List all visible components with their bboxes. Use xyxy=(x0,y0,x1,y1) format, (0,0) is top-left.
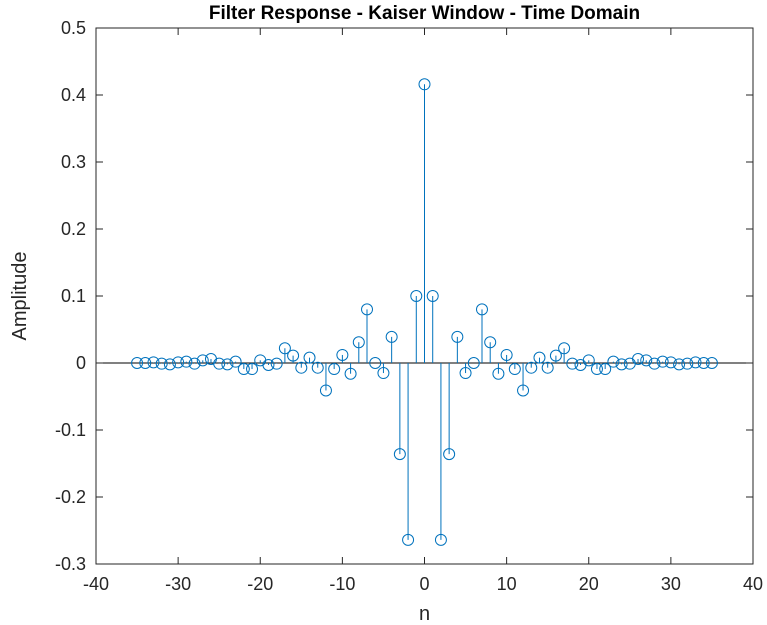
y-tick-label: 0.3 xyxy=(61,152,86,172)
stem-marker xyxy=(163,358,176,371)
stem-marker xyxy=(418,78,431,91)
stem-marker xyxy=(385,330,398,343)
y-tick-label: 0.1 xyxy=(61,286,86,306)
x-axis: -40 -30 -20 -10 0 10 20 30 40 xyxy=(83,28,763,594)
stem-marker xyxy=(369,357,382,369)
stem-marker xyxy=(270,357,283,370)
stem-marker xyxy=(131,357,144,369)
x-tick-label: 30 xyxy=(661,574,681,594)
y-axis: -0.3 -0.2 -0.1 0 0.1 0.2 0.3 0.4 0.5 xyxy=(55,18,753,574)
stem-marker xyxy=(196,354,209,367)
stem-marker xyxy=(328,363,341,376)
stem-marker xyxy=(640,354,653,367)
x-tick-label: -30 xyxy=(165,574,191,594)
stem-marker xyxy=(213,357,226,370)
stem-marker xyxy=(410,290,423,302)
stem-marker xyxy=(295,361,308,374)
y-tick-label: 0.5 xyxy=(61,18,86,38)
stem-marker xyxy=(492,367,505,380)
stem-marker xyxy=(319,384,332,397)
stem-marker xyxy=(689,356,702,369)
stem-marker xyxy=(525,361,538,374)
x-axis-label: n xyxy=(419,603,430,625)
stem-marker xyxy=(451,330,464,343)
stem-marker xyxy=(615,358,628,371)
x-tick-label: 40 xyxy=(743,574,763,594)
stem-marker xyxy=(697,357,710,369)
y-tick-label: 0 xyxy=(76,353,86,373)
stem-marker xyxy=(221,358,234,371)
x-tick-label: 0 xyxy=(419,574,429,594)
stem-marker xyxy=(549,349,562,362)
stem-marker xyxy=(582,354,595,367)
x-tick-label: -20 xyxy=(247,574,273,594)
chart-title: Filter Response - Kaiser Window - Time D… xyxy=(209,3,640,24)
y-tick-label: 0.4 xyxy=(61,85,86,105)
stem-marker xyxy=(303,351,316,364)
stem-marker xyxy=(393,448,406,461)
stem-marker xyxy=(311,361,324,374)
stem-marker xyxy=(558,342,571,355)
stems-layer xyxy=(152,84,697,540)
stem-marker xyxy=(500,348,513,361)
stem-marker xyxy=(377,367,390,380)
stem-marker xyxy=(705,357,718,369)
x-tick-label: -10 xyxy=(329,574,355,594)
stem-marker xyxy=(155,357,168,370)
stem-marker xyxy=(180,355,193,368)
stem-marker xyxy=(475,303,488,316)
y-tick-label: -0.2 xyxy=(55,487,86,507)
y-axis-label: Amplitude xyxy=(9,252,31,341)
stem-marker xyxy=(287,349,300,362)
stem-marker xyxy=(229,355,242,368)
stem-marker xyxy=(361,303,374,316)
stem-marker xyxy=(590,363,603,376)
stem-marker xyxy=(566,357,579,370)
stem-marker xyxy=(139,357,152,369)
stem-marker xyxy=(533,351,546,364)
stem-marker xyxy=(656,355,669,368)
stem-marker xyxy=(467,357,480,369)
x-tick-label: 20 xyxy=(579,574,599,594)
stem-marker xyxy=(352,336,365,349)
stem-marker xyxy=(262,359,275,372)
stem-marker xyxy=(459,367,472,380)
markers-layer xyxy=(131,78,718,546)
stem-marker xyxy=(484,336,497,349)
stem-marker xyxy=(278,342,291,355)
stem-marker xyxy=(188,357,201,370)
stem-marker xyxy=(336,348,349,361)
stem-marker xyxy=(237,363,250,376)
stem-marker xyxy=(443,448,456,461)
y-tick-label: -0.1 xyxy=(55,420,86,440)
stem-marker xyxy=(648,357,661,370)
stem-marker xyxy=(246,363,259,376)
stem-marker xyxy=(172,356,185,369)
stem-marker xyxy=(664,356,677,369)
stem-marker xyxy=(147,356,160,369)
x-tick-label: -40 xyxy=(83,574,109,594)
stem-marker xyxy=(508,363,521,376)
stem-marker xyxy=(517,384,530,397)
stem-marker xyxy=(426,290,439,302)
stem-marker xyxy=(402,533,415,546)
stem-marker xyxy=(344,367,357,380)
y-tick-label: -0.3 xyxy=(55,554,86,574)
x-tick-label: 10 xyxy=(497,574,517,594)
stem-marker xyxy=(673,358,686,371)
stem-marker xyxy=(541,361,554,374)
stem-marker xyxy=(632,352,645,365)
stem-marker xyxy=(607,355,620,368)
stem-marker xyxy=(434,533,447,546)
stem-marker xyxy=(681,357,694,370)
y-tick-label: 0.2 xyxy=(61,219,86,239)
stem-marker xyxy=(599,363,612,376)
